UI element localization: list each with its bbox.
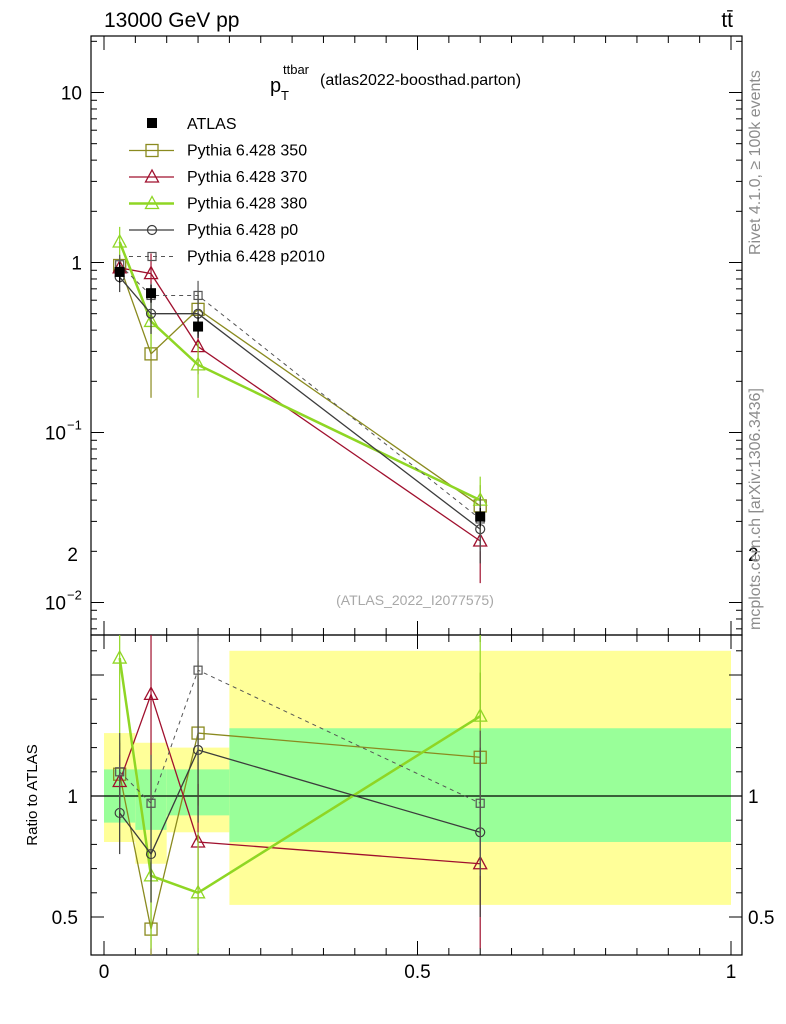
ratio-line-3 — [119, 749, 481, 856]
data-point — [146, 288, 157, 299]
legend-marker — [144, 195, 160, 210]
ratio-ytick-label: 0.5 — [52, 908, 78, 929]
analysis-watermark: (ATLAS_2022_I2077575) — [336, 592, 494, 608]
rivet-label: Rivet 4.1.0, ≥ 100k events — [747, 70, 764, 255]
legend-label: Pythia 6.428 p2010 — [187, 249, 325, 266]
legend-label: Pythia 6.428 p0 — [187, 222, 298, 239]
ratio-point — [472, 707, 488, 722]
ratio-xtick-label: 1 — [726, 962, 737, 983]
ratio-ylabel: Ratio to ATLAS — [24, 744, 41, 845]
ratio-line-4 — [119, 669, 481, 805]
plot-title-sub: T — [281, 88, 289, 103]
legend-marker — [145, 143, 159, 158]
legend-marker — [146, 224, 158, 236]
ratio-xtick-label: 0.5 — [404, 962, 430, 983]
series-point — [193, 290, 203, 301]
mcplots-label: mcplots.cern.ch [arXiv:1306.3436] — [747, 388, 764, 630]
ratio-line-0 — [119, 732, 481, 930]
legend-marker — [147, 251, 157, 262]
series-point — [112, 233, 128, 248]
ratio-ytick-label-right: 0.5 — [748, 908, 774, 929]
series-point — [143, 265, 159, 280]
process-label: tt̄ — [721, 9, 733, 32]
ratio-ytick-label: 1 — [67, 787, 78, 808]
series-line-0 — [119, 265, 481, 507]
main-ytick-label: 10 — [61, 84, 82, 105]
main-ytick-label-exp: −2 — [67, 588, 82, 603]
legend-label: Pythia 6.428 380 — [187, 196, 307, 213]
ratio-point — [112, 649, 128, 664]
plot-title-text: (atlas2022-boosthad.parton) — [320, 72, 521, 89]
main-ytick-label-exp: −1 — [67, 418, 82, 433]
main-ytick-label: 1 — [71, 254, 82, 275]
series-line-3 — [119, 276, 481, 530]
ratio-line-2 — [118, 657, 481, 895]
beam-label: 13000 GeV pp — [104, 9, 239, 32]
ratio-xtick-label: 0 — [99, 962, 110, 983]
ratio-point — [190, 884, 206, 899]
data-point — [114, 266, 125, 277]
series-line-4 — [119, 264, 481, 520]
plot-title-main: p — [270, 75, 281, 97]
main-ytick-label: 10 — [45, 594, 66, 615]
legend-label: Pythia 6.428 350 — [187, 143, 307, 160]
ratio-panel-frame — [90, 634, 743, 956]
ratio-point — [193, 665, 203, 675]
legend-label: Pythia 6.428 370 — [187, 169, 307, 186]
data-point — [475, 511, 486, 522]
ratio-point — [146, 798, 156, 808]
series-line-1 — [119, 267, 481, 542]
ratio-line-1 — [119, 692, 481, 865]
legend-marker-data — [147, 118, 157, 128]
legend-marker — [144, 168, 160, 183]
series-point — [190, 356, 206, 371]
ratio-point — [143, 685, 159, 701]
ratio-ytick-label: 2 — [67, 545, 78, 566]
legend-label-data: ATLAS — [187, 116, 237, 133]
legend: ATLAS Pythia 6.428 350 Pythia 6.428 370 Pyt… — [129, 116, 325, 266]
series-line-2 — [118, 241, 481, 502]
ratio-point — [475, 798, 485, 808]
ratio-ytick-label-right: 1 — [748, 787, 759, 808]
main-ytick-label: 10 — [45, 424, 66, 445]
ratio-ytick-label-right: 2 — [748, 545, 759, 566]
data-point — [193, 321, 204, 332]
ratio-point — [115, 767, 125, 777]
plot-title-sup: ttbar — [283, 62, 310, 77]
